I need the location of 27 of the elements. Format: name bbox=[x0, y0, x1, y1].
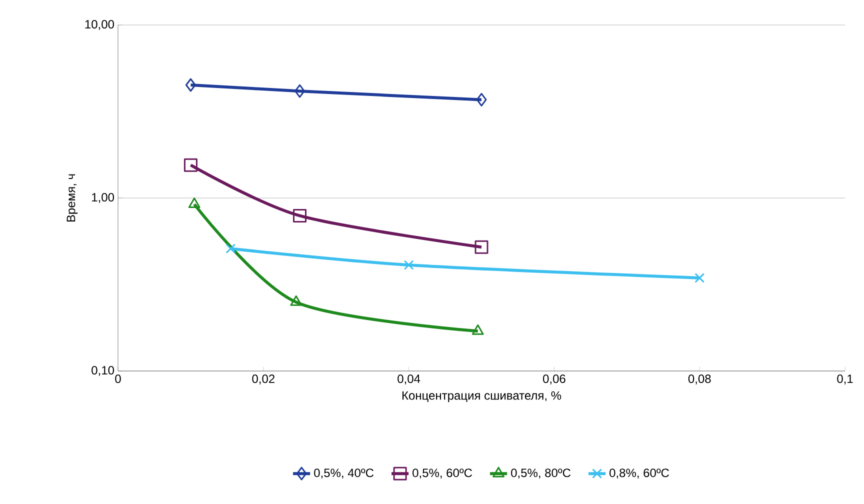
x-tick-label: 0,1 bbox=[837, 374, 853, 384]
point bbox=[472, 324, 484, 335]
x-tick-label: 0,04 bbox=[398, 374, 420, 384]
x-tick-label: 0 bbox=[115, 374, 121, 384]
legend-label: 0,5%, 60ºC bbox=[412, 468, 472, 479]
point bbox=[188, 198, 200, 208]
x-tick-label: 0,06 bbox=[543, 374, 566, 384]
point bbox=[474, 240, 488, 254]
point bbox=[185, 78, 196, 92]
legend-label: 0,5%, 80ºC bbox=[511, 468, 571, 479]
point bbox=[290, 295, 302, 306]
point bbox=[184, 158, 198, 172]
point bbox=[293, 208, 307, 222]
point bbox=[404, 260, 414, 270]
y-axis-title: Время, ч bbox=[66, 174, 78, 222]
point bbox=[226, 244, 236, 254]
y-tick-label: 1,00 bbox=[92, 193, 114, 203]
point bbox=[294, 84, 306, 98]
legend-label: 0,8%, 60ºC bbox=[610, 468, 669, 479]
point bbox=[694, 272, 705, 283]
legend-label: 0,5%, 40ºC bbox=[314, 468, 374, 479]
point bbox=[476, 92, 487, 106]
x-axis-title: Концентрация сшивателя, % bbox=[402, 391, 562, 402]
x-tick-label: 0,02 bbox=[252, 374, 274, 384]
y-tick-label: 10,00 bbox=[85, 20, 114, 30]
x-tick-label: 0,08 bbox=[688, 374, 711, 384]
y-tick-label: 0,10 bbox=[92, 366, 114, 376]
